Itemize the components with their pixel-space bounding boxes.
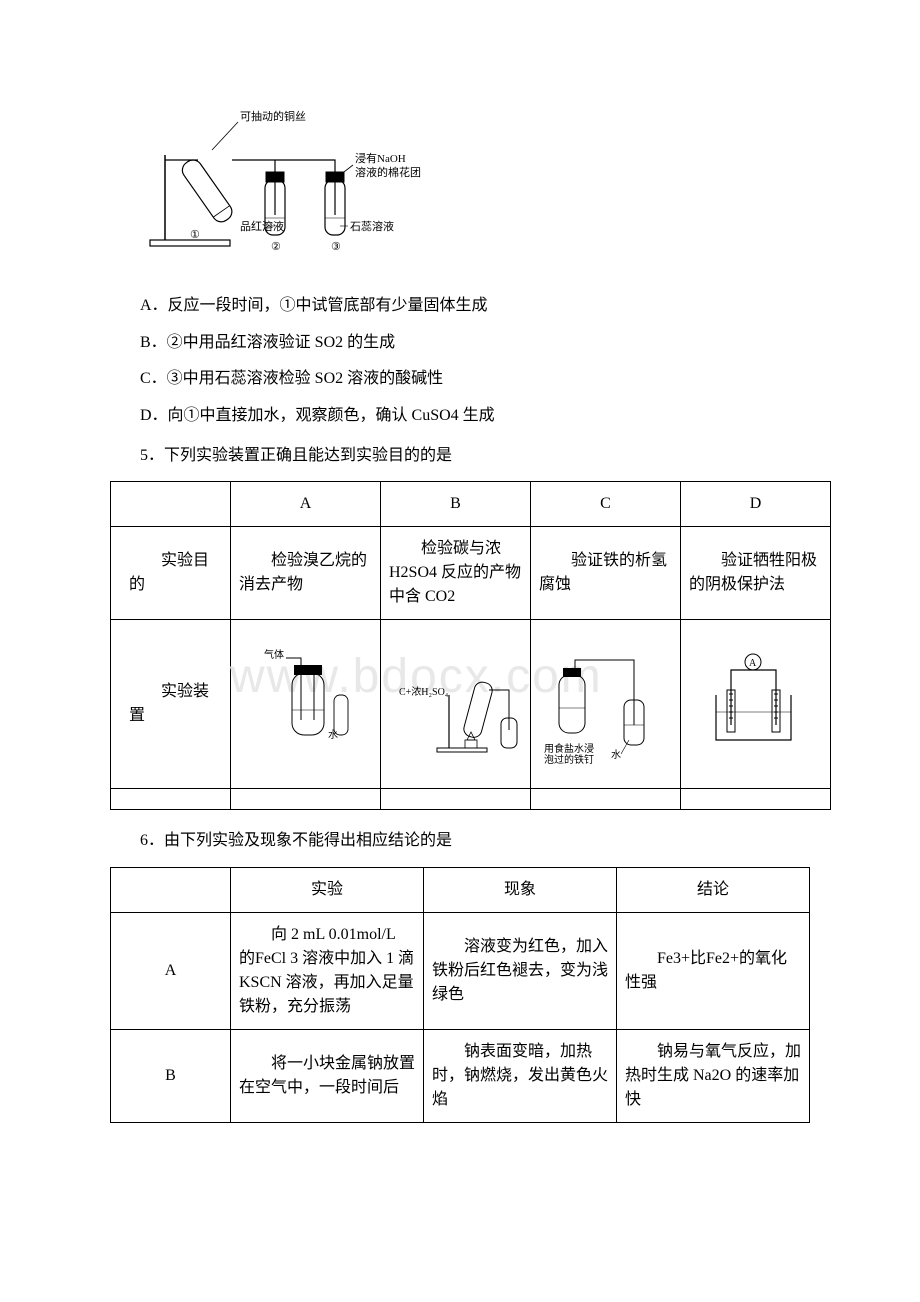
table-row: A B C D [111,482,831,527]
row-b-phen: 钠表面变暗，加热时，钠燃烧，发出黄色火焰 [424,1029,617,1122]
empty-cell [111,789,231,810]
table-row: A 向 2 mL 0.01mol/L 的FeCl 3 溶液中加入 1 滴 KSC… [111,912,810,1029]
empty-cell [111,482,231,527]
table-q6: 实验 现象 结论 A 向 2 mL 0.01mol/L 的FeCl 3 溶液中加… [110,867,810,1123]
circle-3: ③ [331,241,341,253]
empty-cell [231,789,381,810]
header-d: D [681,482,831,527]
row-a-conc: Fe3+比Fe2+的氧化性强 [617,912,810,1029]
empty-cell [381,789,531,810]
header-exp: 实验 [231,867,424,912]
circle-1: ① [190,229,200,241]
shirui-label: 石蕊溶液 [350,219,394,233]
empty-cell [681,789,831,810]
option-4b: B．②中用品红溶液验证 SO2 的生成 [140,328,810,358]
wire-annotation: 可抽动的铜丝 [240,109,306,123]
purpose-c: 验证铁的析氢腐蚀 [531,527,681,620]
purpose-b: 检验碳与浓 H2SO4 反应的产物中含 CO2 [381,527,531,620]
header-phen: 现象 [424,867,617,912]
apparatus-b: C+浓H₂SO₄ [381,620,531,789]
row-a-exp: 向 2 mL 0.01mol/L 的FeCl 3 溶液中加入 1 滴 KSCN … [231,912,424,1029]
circle-2: ② [271,241,281,253]
header-c: C [531,482,681,527]
svg-text:水: 水 [611,749,621,761]
row-a-label: A [111,912,231,1029]
row-a-phen: 溶液变为红色，加入铁粉后红色褪去，变为浅绿色 [424,912,617,1029]
option-4a: A．反应一段时间，①中试管底部有少量固体生成 [140,291,810,321]
empty-cell [111,867,231,912]
pinhong-label: 品红溶液 [240,219,284,233]
svg-text:A: A [749,658,757,669]
row-label-purpose: 实验目的 [111,527,231,620]
svg-text:泡过的铁钉: 泡过的铁钉 [544,753,594,766]
question-6: 6．由下列实验及现象不能得出相应结论的是 [140,826,810,856]
question-5: 5．下列实验装置正确且能达到实验目的的是 [140,441,810,471]
table-row: 实验 现象 结论 [111,867,810,912]
row-label-apparatus: 实验装置 [111,620,231,789]
header-b: B [381,482,531,527]
option-4c: C．③中用石蕊溶液检验 SO2 溶液的酸碱性 [140,364,810,394]
svg-text:用食盐水浸: 用食盐水浸 [544,742,594,755]
header-a: A [231,482,381,527]
apparatus-d: A [681,620,831,789]
svg-text:气体: 气体 [264,648,284,661]
table-row: B 将一小块金属钠放置在空气中，一段时间后 钠表面变暗，加热时，钠燃烧，发出黄色… [111,1029,810,1122]
purpose-d: 验证牺牲阳极的阴极保护法 [681,527,831,620]
empty-cell [531,789,681,810]
naoh-annotation-1: 浸有NaOH [355,151,406,165]
diagram-svg: 可抽动的铜丝 浸有NaOH 溶液的棉花团 品红溶液 石蕊溶液 ① ② ③ [140,100,430,260]
apparatus-c: 用食盐水浸 泡过的铁钉 水 [531,620,681,789]
row-b-exp: 将一小块金属钠放置在空气中，一段时间后 [231,1029,424,1122]
apparatus-diagram-q4: 可抽动的铜丝 浸有NaOH 溶液的棉花团 品红溶液 石蕊溶液 ① ② ③ [140,100,810,271]
row-b-conc: 钠易与氧气反应，加热时生成 Na2O 的速率加快 [617,1029,810,1122]
table-row: 实验目的 检验溴乙烷的消去产物 检验碳与浓 H2SO4 反应的产物中含 CO2 … [111,527,831,620]
option-4d: D．向①中直接加水，观察颜色，确认 CuSO4 生成 [140,401,810,431]
svg-text:水: 水 [328,729,338,741]
purpose-a: 检验溴乙烷的消去产物 [231,527,381,620]
naoh-annotation-2: 溶液的棉花团 [355,165,421,179]
table-q5: A B C D 实验目的 检验溴乙烷的消去产物 检验碳与浓 H2SO4 反应的产… [110,481,831,810]
svg-text:C+浓H₂SO₄: C+浓H₂SO₄ [399,686,449,698]
table-row: 实验装置 气体 水 C+浓H₂SO₄ [111,620,831,789]
row-b-label: B [111,1029,231,1122]
table-row [111,789,831,810]
apparatus-a: 气体 水 [231,620,381,789]
header-conc: 结论 [617,867,810,912]
